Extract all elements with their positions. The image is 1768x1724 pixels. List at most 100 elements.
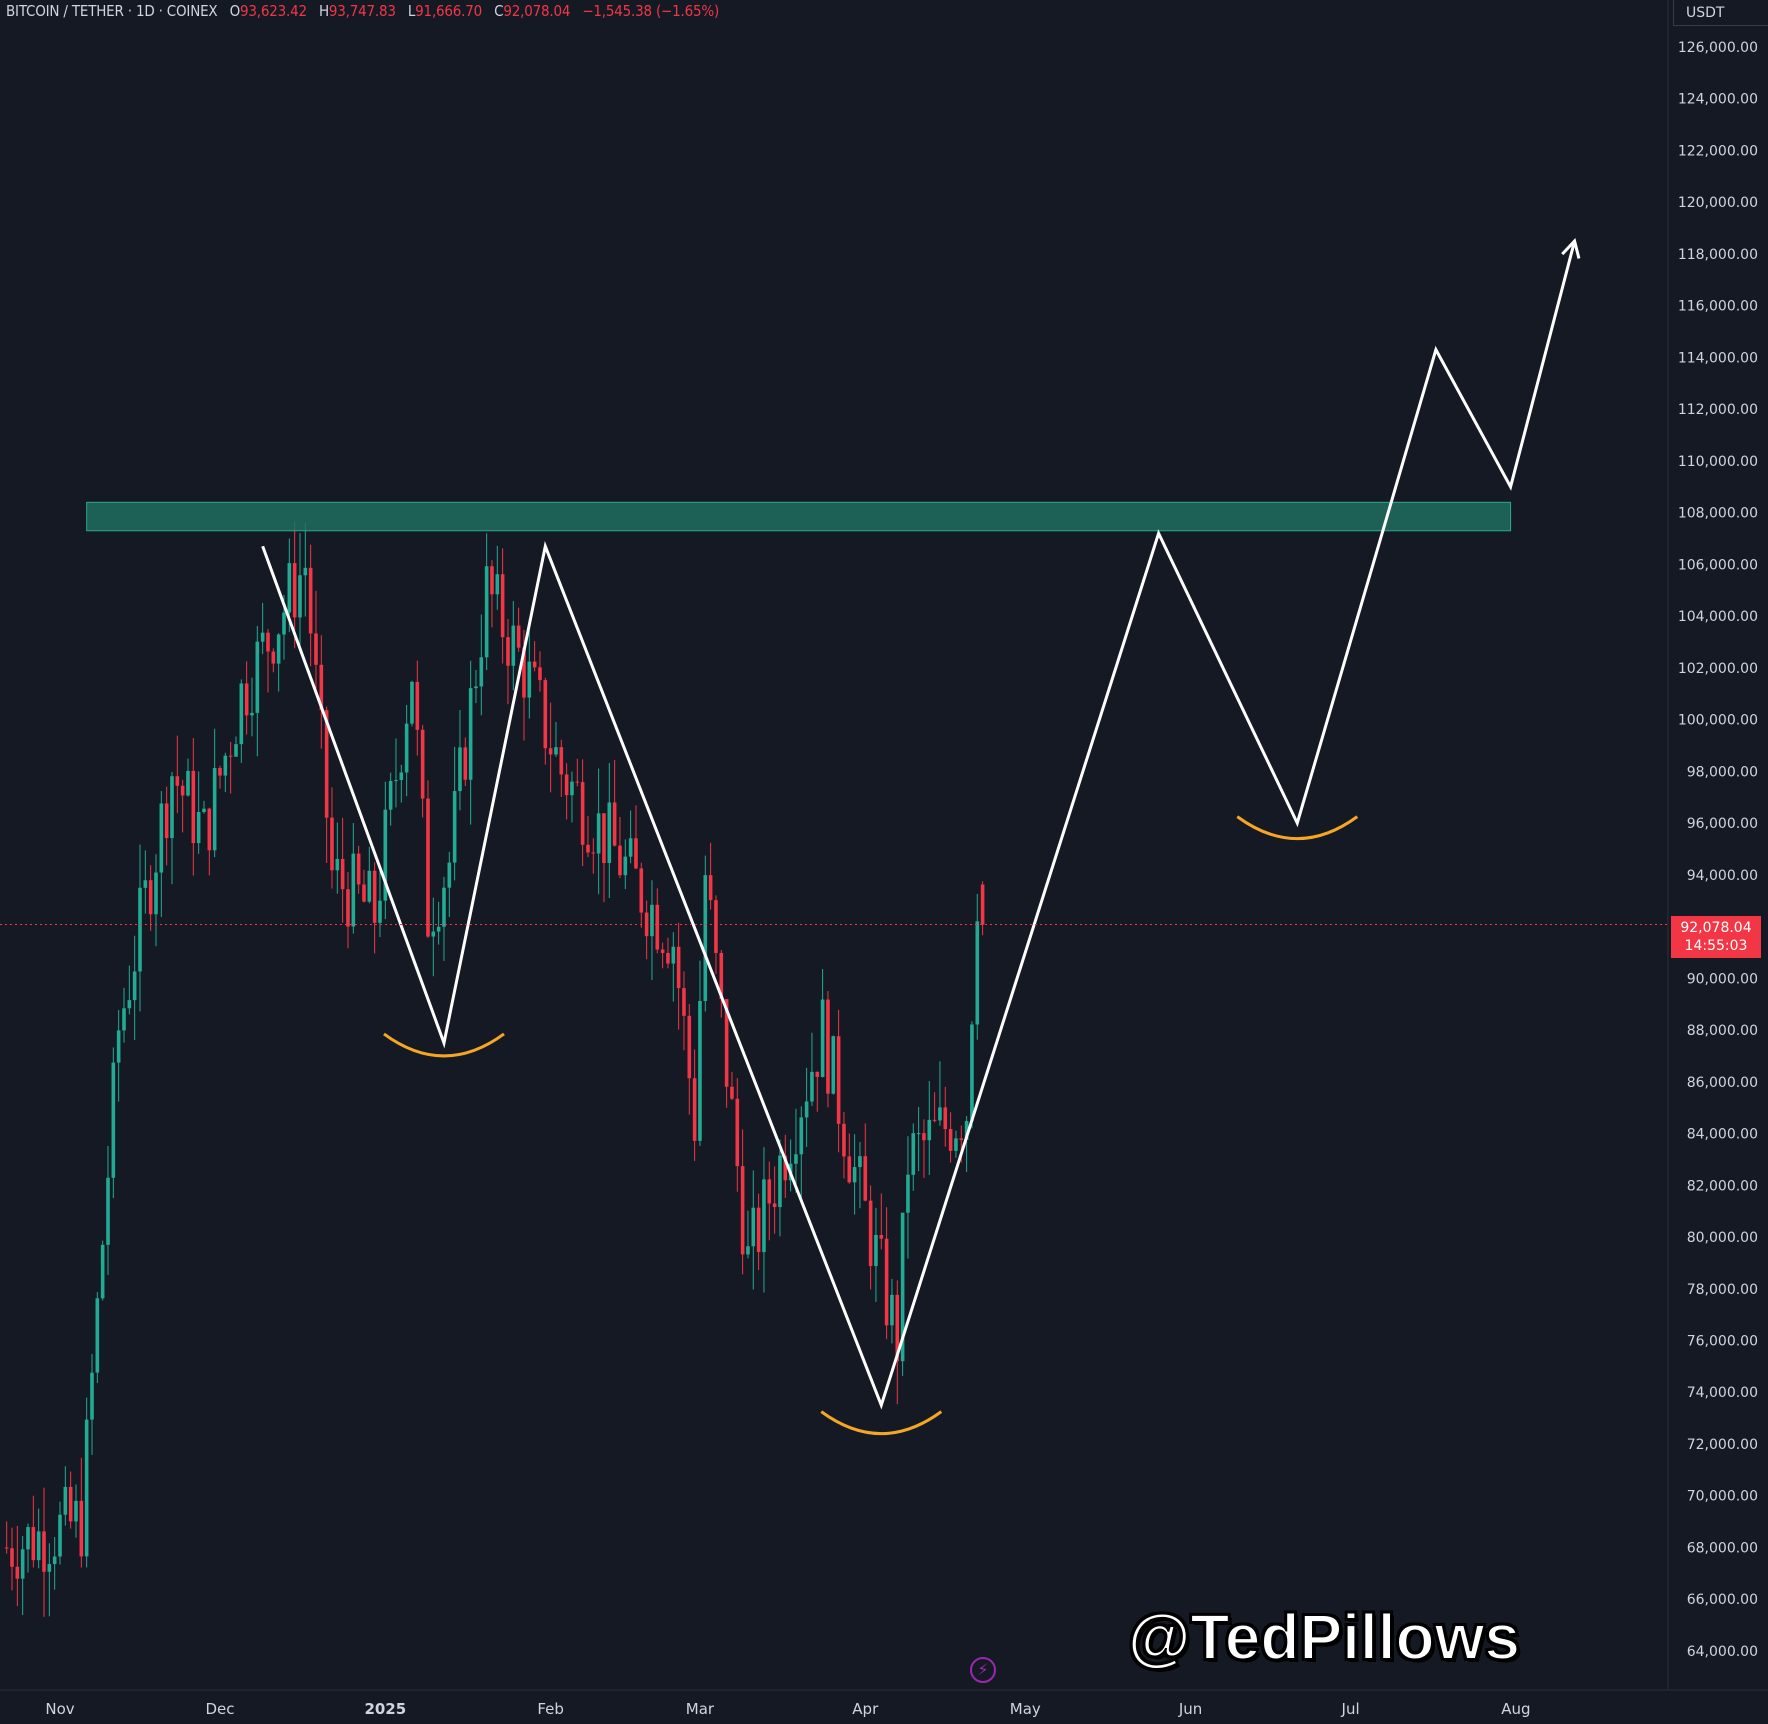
candle-body	[884, 1238, 889, 1326]
candle-body	[143, 880, 148, 888]
candle-body	[735, 1098, 740, 1167]
candle-body	[532, 661, 537, 668]
candle-body	[36, 1531, 41, 1561]
lightning-icon[interactable]: ⚡	[970, 1657, 996, 1683]
candle-body	[570, 781, 574, 796]
candle-body	[954, 1138, 958, 1151]
candle-body	[90, 1372, 94, 1420]
candle-body	[836, 1036, 841, 1124]
candle-body	[740, 1166, 745, 1255]
projection-path[interactable]	[261, 240, 1577, 1410]
y-tick-label: 94,000.00	[1687, 868, 1758, 884]
candle-body	[516, 625, 521, 648]
candle-body	[511, 625, 516, 666]
y-tick-label: 98,000.00	[1687, 764, 1758, 780]
candle-body	[68, 1486, 73, 1522]
candle-body	[159, 803, 164, 873]
y-tick-label: 116,000.00	[1678, 299, 1758, 315]
candle-body	[362, 884, 366, 902]
candle-body	[399, 772, 404, 781]
y-tick-label: 82,000.00	[1687, 1178, 1758, 1194]
candle-body	[948, 1129, 953, 1151]
candle-body	[596, 813, 601, 854]
candle-body	[394, 780, 398, 782]
candle-body	[74, 1500, 78, 1522]
candle-body	[916, 1133, 921, 1135]
bottom-curve	[383, 1032, 505, 1058]
candle-body	[543, 680, 548, 749]
candle-body	[180, 785, 185, 796]
y-tick-label: 64,000.00	[1687, 1644, 1758, 1660]
candle-body	[527, 661, 532, 698]
candle-body	[618, 845, 622, 876]
y-tick-label: 124,000.00	[1678, 92, 1758, 108]
candle-body	[970, 1024, 974, 1121]
candle-body	[266, 632, 270, 652]
y-tick-label: 74,000.00	[1687, 1385, 1758, 1401]
time-axis[interactable]: Nov Dec 2025 Feb Mar Apr May Jun Jul Aug	[45, 1700, 1530, 1718]
candle-body	[612, 802, 617, 846]
candle-body	[698, 1000, 702, 1141]
candle-body	[810, 1071, 814, 1102]
candle-body	[186, 770, 190, 796]
candle-body	[314, 633, 318, 665]
x-tick-label: Nov	[45, 1700, 74, 1718]
candle-body	[607, 802, 612, 863]
y-tick-label: 104,000.00	[1678, 609, 1758, 625]
close-key: C	[494, 2, 504, 20]
candle-body	[223, 755, 228, 776]
candle-body	[538, 667, 542, 681]
candle-body	[980, 884, 985, 925]
candle-body	[148, 880, 153, 915]
author-watermark: @TedPillows	[1127, 1600, 1521, 1674]
bottom-curve	[1236, 815, 1359, 841]
y-tick-label: 120,000.00	[1678, 195, 1758, 211]
candle-body	[52, 1556, 57, 1565]
currency-selector[interactable]: USDT	[1673, 0, 1768, 26]
candle-body	[276, 634, 281, 664]
candle-body	[4, 1547, 9, 1549]
candle-body	[927, 1119, 932, 1141]
candle-body	[442, 887, 446, 927]
candle-body	[10, 1548, 14, 1567]
candle-body	[964, 1120, 969, 1140]
candle-body	[324, 710, 329, 818]
candle-body	[666, 952, 670, 964]
candle-body	[335, 858, 340, 871]
bar-countdown: 14:55:03	[1684, 938, 1748, 954]
y-tick-label: 86,000.00	[1687, 1075, 1758, 1091]
x-tick-label: Mar	[686, 1700, 715, 1718]
y-tick-label: 106,000.00	[1678, 557, 1758, 573]
ohlc-legend: BITCOIN / TETHER · 1D · COINEX O93,623.4…	[6, 2, 719, 20]
candle-body	[767, 1179, 772, 1204]
change-value: −1,545.38 (−1.65%)	[582, 2, 720, 20]
candle-body	[580, 782, 585, 845]
candle-body	[47, 1564, 52, 1572]
candle-body	[932, 1119, 937, 1121]
candle-body	[84, 1419, 89, 1557]
candle-body	[426, 798, 430, 937]
candle-body	[714, 900, 718, 953]
x-tick-label: Dec	[205, 1700, 234, 1718]
low-value: 91,666.70	[415, 2, 483, 20]
candle-body	[463, 747, 468, 780]
candle-body	[484, 566, 489, 658]
candle-body	[170, 776, 174, 839]
symbol-title[interactable]: BITCOIN / TETHER · 1D · COINEX	[6, 2, 218, 20]
candle-body	[671, 946, 676, 964]
candle-body	[831, 1036, 836, 1094]
candle-body	[804, 1101, 809, 1118]
candle-body	[202, 808, 206, 812]
candle-body	[708, 875, 713, 901]
candle-body	[564, 774, 569, 796]
candle-body	[191, 770, 196, 844]
candle-body	[212, 768, 217, 851]
candle-body	[452, 791, 457, 863]
x-tick-label: Aug	[1501, 1700, 1530, 1718]
candle-body	[858, 1156, 862, 1168]
candle-body	[26, 1527, 30, 1550]
candle-body	[447, 862, 452, 888]
resistance-zone[interactable]	[86, 501, 1512, 532]
